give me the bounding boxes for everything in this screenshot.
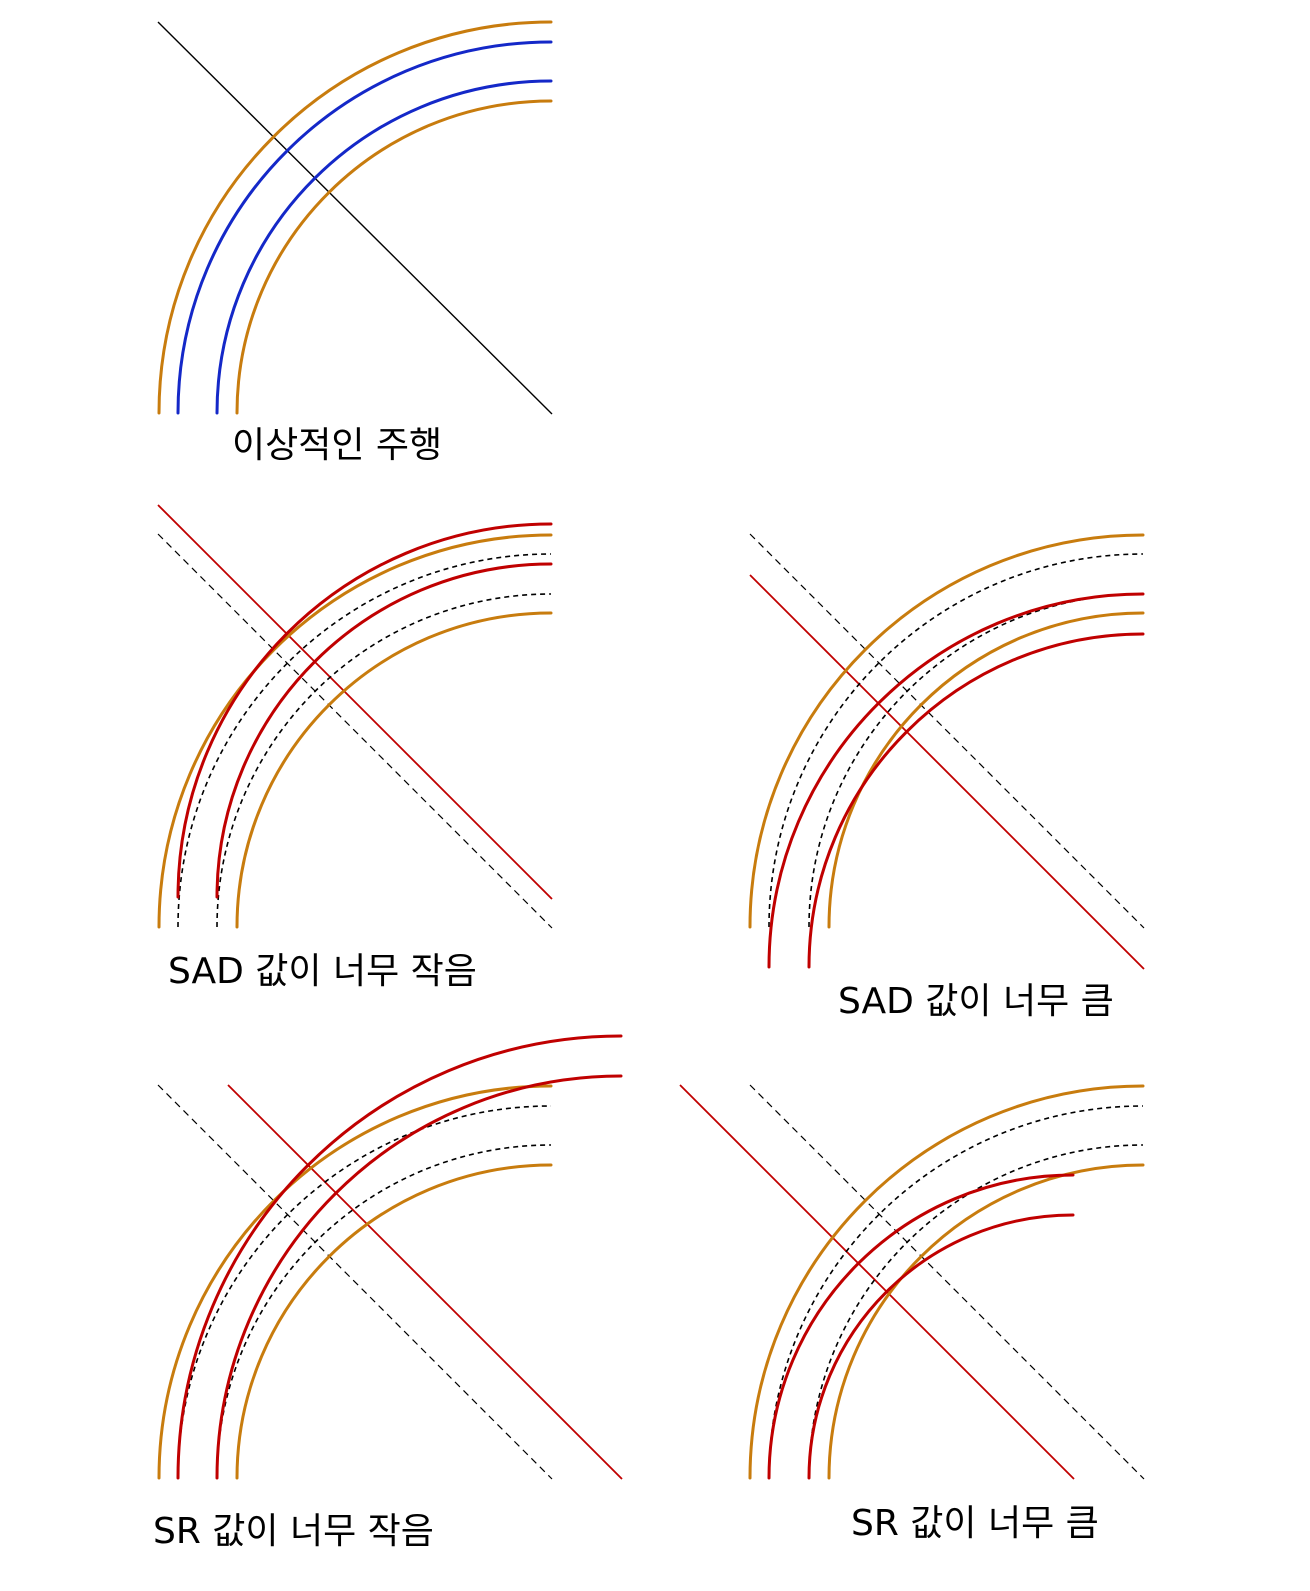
lane-boundary-inner — [235, 1163, 553, 1480]
panel-ideal — [157, 20, 553, 415]
reference-track-right — [216, 1144, 552, 1479]
lane-boundary-outer — [748, 533, 1145, 929]
reference-track-right — [808, 593, 1144, 928]
lane-boundary-outer — [748, 1084, 1145, 1480]
reference-track-left — [177, 553, 552, 928]
reference-dashed-normal-line — [749, 1084, 1145, 1480]
actual-normal-line — [227, 1084, 623, 1480]
reference-track-right — [808, 1144, 1144, 1479]
actual-track-right — [807, 1213, 1075, 1480]
actual-normal-line — [679, 1084, 1075, 1480]
reference-dashed-normal-line — [157, 1084, 553, 1480]
caption-sr-too-small: SR 값이 너무 작음 — [153, 1511, 434, 1552]
caption-ideal-driving: 이상적인 주행 — [232, 425, 443, 466]
actual-track-left — [176, 522, 553, 899]
panel-sr-too-large — [679, 1084, 1145, 1480]
panel-sad-too-small — [157, 504, 553, 929]
lane-boundary-outer — [157, 533, 553, 929]
reference-track-left — [177, 1105, 552, 1479]
reference-track-left — [768, 1105, 1144, 1479]
actual-track-right — [215, 562, 553, 899]
actual-track-left — [767, 592, 1145, 969]
lane-boundary-inner — [827, 1163, 1145, 1480]
ideal-track-right — [215, 79, 553, 415]
actual-track-left — [176, 1034, 623, 1480]
reference-dashed-normal-line — [749, 533, 1145, 929]
reference-track-right — [216, 593, 552, 928]
reference-track-left — [768, 553, 1144, 928]
actual-track-right — [807, 632, 1145, 969]
lane-boundary-inner — [235, 611, 553, 929]
panel-sr-too-small — [157, 1034, 623, 1480]
actual-normal-line — [749, 574, 1145, 970]
lane-boundary-outer — [157, 20, 553, 415]
actual-normal-line — [157, 504, 553, 900]
normal-line — [157, 21, 553, 415]
reference-dashed-normal-line — [157, 533, 553, 929]
lane-boundary-inner — [827, 611, 1145, 929]
lane-boundary-inner — [235, 99, 553, 415]
panel-sad-too-large — [748, 533, 1145, 970]
caption-sad-too-large: SAD 값이 너무 큼 — [838, 981, 1114, 1022]
ideal-track-left — [176, 40, 553, 415]
caption-sad-too-small: SAD 값이 너무 작음 — [168, 951, 477, 992]
actual-track-right — [215, 1074, 623, 1480]
actual-track-left — [767, 1173, 1075, 1480]
caption-sr-too-large: SR 값이 너무 큼 — [851, 1503, 1099, 1544]
